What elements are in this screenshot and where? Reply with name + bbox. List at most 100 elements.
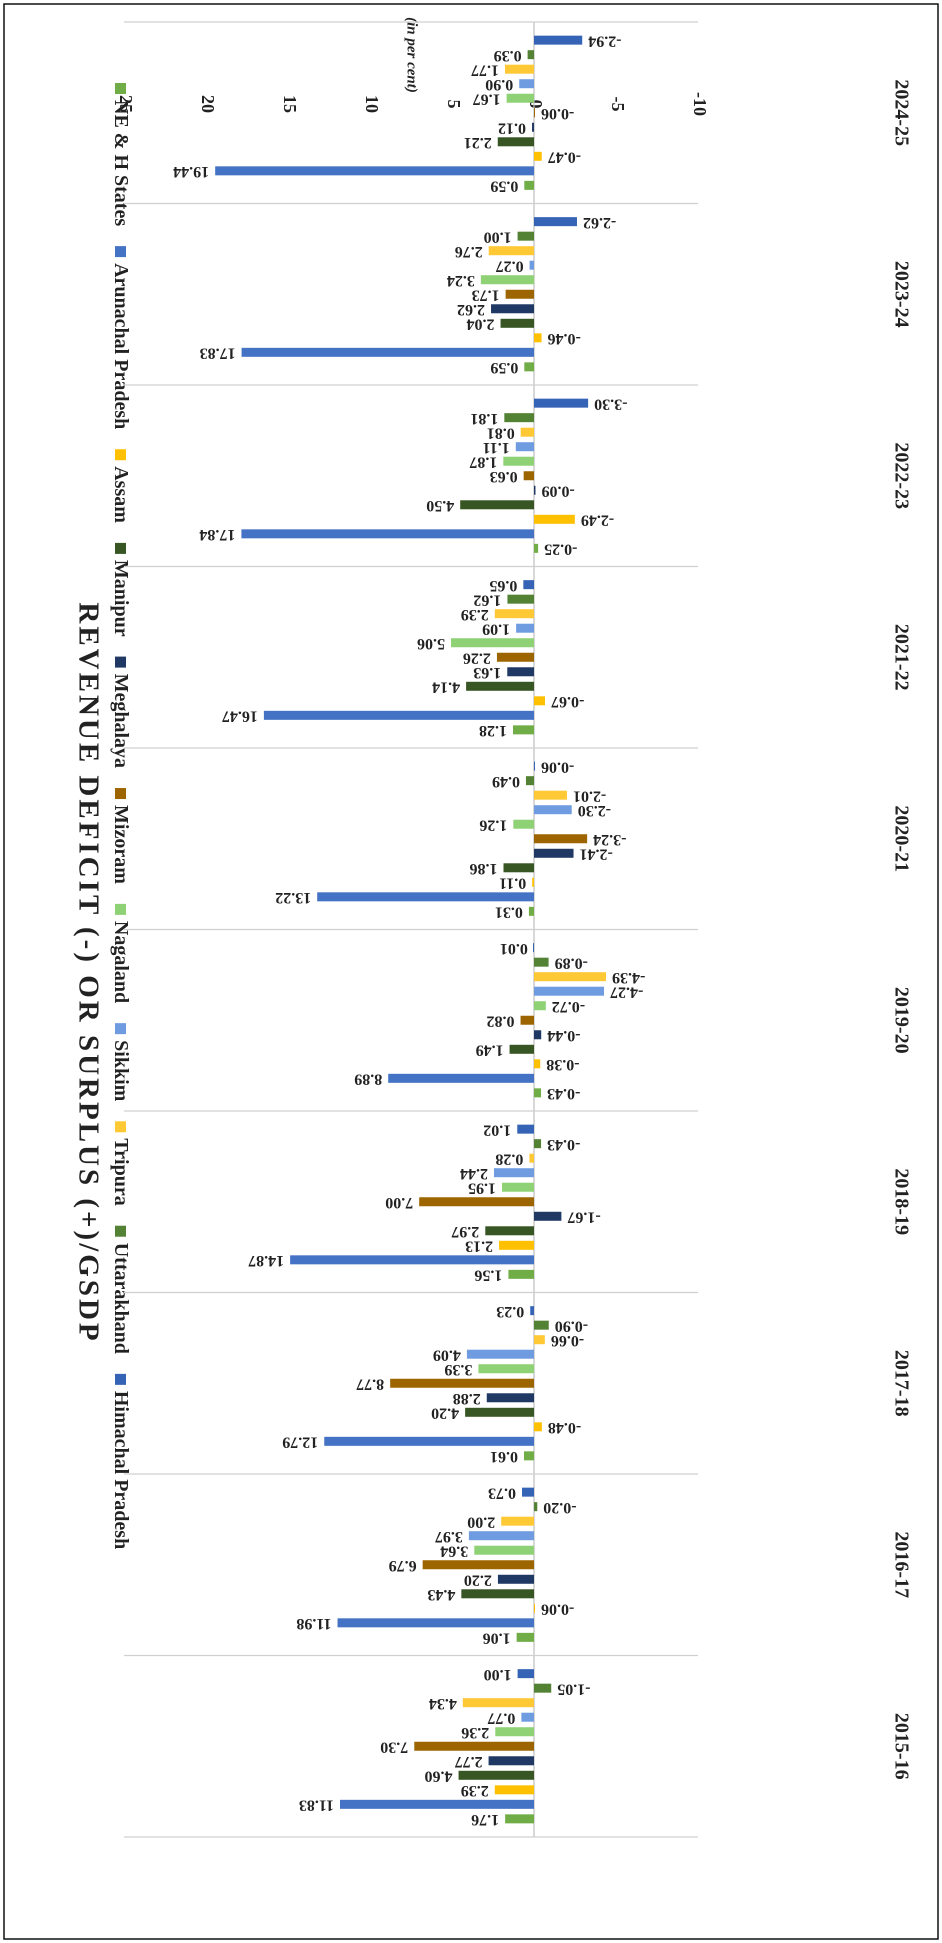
legend-item-sikkim: Sikkim	[110, 1023, 132, 1102]
legend-swatch	[115, 542, 126, 554]
bar	[414, 1741, 534, 1751]
data-label: 1.09	[482, 621, 510, 638]
bar	[534, 333, 542, 343]
legend-item-meghalaya: Meghalaya	[110, 656, 132, 768]
bar	[480, 275, 534, 285]
data-label: 3.64	[440, 1543, 468, 1560]
bar	[488, 1756, 534, 1766]
data-label: 2.26	[463, 650, 491, 667]
bar	[496, 652, 534, 662]
bar	[534, 1088, 542, 1098]
bar	[503, 456, 534, 466]
legend-swatch	[115, 1225, 126, 1237]
bar	[534, 1335, 545, 1345]
data-label: -0.44	[547, 1027, 580, 1044]
category-label: 2017-18	[890, 1350, 912, 1417]
legend-label: Assam	[110, 466, 132, 523]
bar	[533, 1059, 541, 1069]
bar	[533, 1603, 535, 1613]
legend-item-arunachal-pradesh: Arunachal Pradesh	[110, 246, 132, 429]
data-label: -0.67	[551, 693, 584, 710]
tick-label: 25	[116, 95, 136, 113]
data-label: -0.43	[547, 1136, 580, 1153]
bar	[533, 108, 535, 118]
category-label: 2016-17	[890, 1531, 912, 1598]
bar	[485, 1226, 534, 1236]
bar	[534, 1683, 552, 1693]
bar	[419, 1197, 534, 1207]
bar	[530, 1306, 534, 1316]
data-label: 1.77	[471, 62, 499, 79]
tick-label: 0	[526, 100, 546, 109]
data-label: 6.79	[389, 1557, 417, 1574]
bar	[527, 50, 534, 60]
bar	[534, 805, 572, 815]
bar	[388, 1073, 534, 1083]
data-label: -2.41	[580, 846, 613, 863]
legend-label: Tripura	[110, 1138, 132, 1205]
category-label: 2019-20	[890, 987, 912, 1054]
bar	[458, 1770, 534, 1780]
data-label: 4.43	[427, 1586, 455, 1603]
bar	[523, 471, 534, 481]
data-label: 0.82	[487, 1013, 515, 1030]
bar	[499, 1240, 534, 1250]
legend-label: Arunachal Pradesh	[110, 263, 132, 429]
bar	[534, 151, 542, 161]
bar	[533, 848, 574, 858]
data-label: 3.24	[447, 272, 475, 289]
bar	[532, 122, 534, 132]
data-label: 0.49	[492, 773, 520, 790]
bar	[515, 442, 534, 452]
data-label: -0.09	[541, 483, 574, 500]
bar	[516, 1632, 534, 1642]
bar	[529, 260, 534, 270]
bar	[533, 790, 567, 800]
data-label: 0.11	[499, 875, 526, 892]
data-label: 1.11	[483, 439, 510, 456]
bar	[465, 1407, 534, 1417]
data-label: 4.09	[433, 1347, 461, 1364]
legend-swatch	[115, 656, 126, 668]
bar	[507, 594, 534, 604]
bar	[504, 64, 534, 74]
bar	[513, 819, 534, 829]
legend-swatch	[115, 1373, 126, 1385]
data-label: -3.30	[594, 395, 627, 412]
bar	[525, 776, 534, 786]
bar	[534, 1320, 549, 1330]
data-label: 0.28	[495, 1151, 523, 1168]
data-label: 3.97	[435, 1528, 463, 1545]
bar	[508, 1269, 534, 1279]
bar	[494, 1785, 534, 1795]
tick-label: 5	[444, 100, 464, 109]
bar	[488, 246, 534, 256]
legend-swatch	[115, 83, 126, 94]
bar	[504, 413, 534, 423]
tick-label: -10	[690, 92, 710, 116]
data-label: 5.06	[417, 635, 445, 652]
data-label: -0.06	[541, 105, 574, 122]
data-label: 2.20	[464, 1572, 492, 1589]
data-label: -0.43	[547, 1085, 580, 1102]
data-label: -0.90	[555, 1317, 588, 1334]
data-label: 11.98	[296, 1615, 331, 1632]
legend-item-himachal-pradesh: Himachal Pradesh	[110, 1373, 132, 1549]
bar	[534, 1001, 546, 1011]
bar	[505, 1814, 534, 1824]
bar	[533, 1502, 538, 1512]
data-label: 0.61	[490, 1448, 518, 1465]
data-label: 1.95	[468, 1180, 496, 1197]
category-label: 2021-22	[890, 624, 912, 691]
data-label: 4.34	[429, 1695, 457, 1712]
bar	[478, 1364, 534, 1374]
data-label: 2.77	[455, 1753, 483, 1770]
legend-label: Meghalaya	[110, 674, 132, 768]
bar	[241, 529, 534, 539]
bar	[422, 1560, 534, 1570]
data-label: 0.59	[490, 359, 518, 376]
data-label: 0.90	[485, 76, 513, 93]
data-label: 1.26	[479, 817, 507, 834]
bar	[523, 1451, 534, 1461]
tick-label: -5	[608, 97, 628, 112]
